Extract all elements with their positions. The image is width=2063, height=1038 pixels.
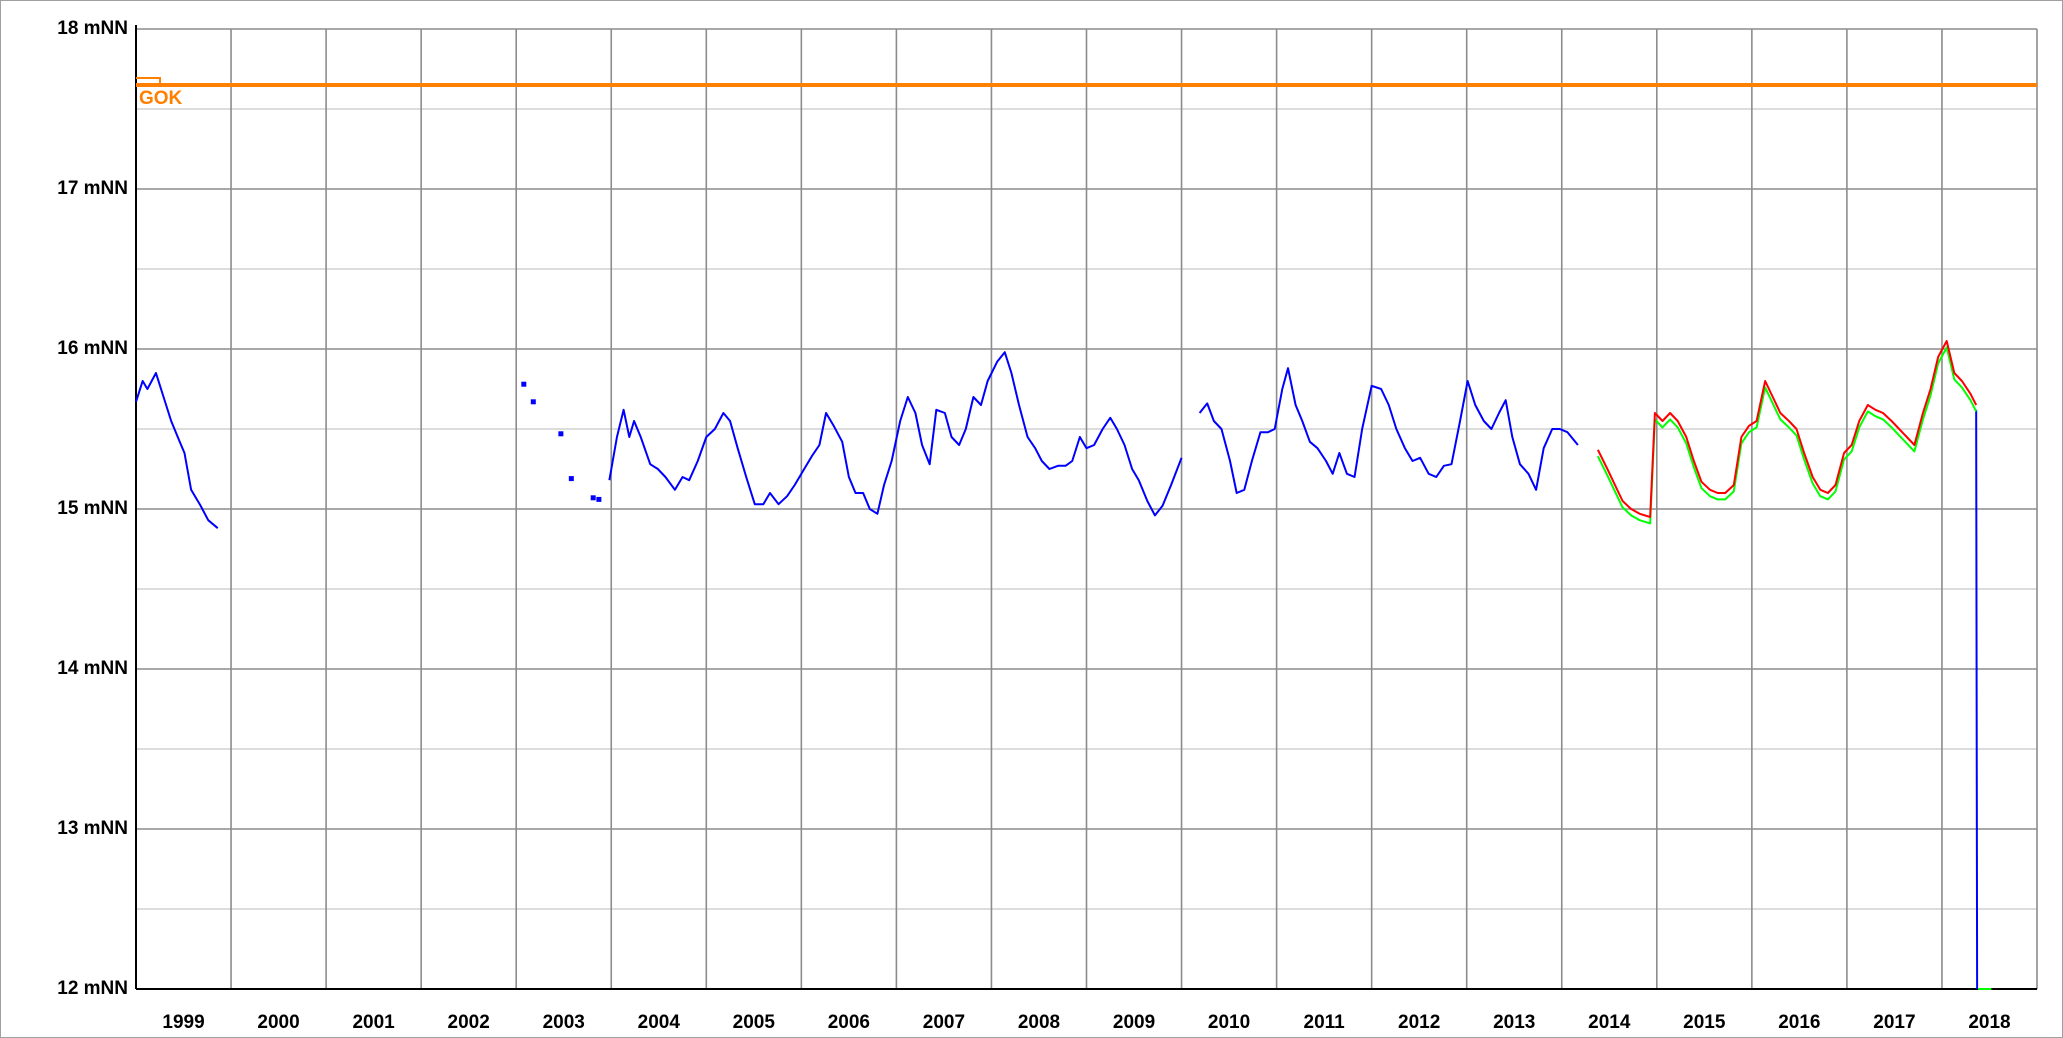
x-tick-label: 2002 [448,1012,490,1033]
x-tick-label: 2014 [1588,1012,1631,1033]
x-tick-label: 2012 [1398,1012,1440,1033]
x-tick-label: 2007 [923,1012,965,1033]
y-tick-label: 14 mNN [57,658,128,679]
y-tick-label: 13 mNN [57,818,128,839]
reference-bracket [136,77,161,85]
x-tick-label: 2010 [1208,1012,1250,1033]
x-tick-label: 1999 [162,1012,204,1033]
x-tick-label: 2018 [1968,1012,2010,1033]
point [568,476,574,482]
x-tick-label: 2006 [828,1012,870,1033]
y-tick-label: 16 mNN [57,338,128,359]
x-tick-label: 2005 [733,1012,776,1033]
x-tick-label: 2000 [257,1012,299,1033]
x-tick-label: 2017 [1873,1012,1915,1033]
y-tick-label: 17 mNN [57,178,128,199]
point [530,399,536,405]
point [558,431,564,437]
y-tick-label: 15 mNN [57,498,128,519]
x-tick-label: 2004 [638,1012,681,1033]
data-line [1596,340,1978,518]
point [590,495,596,501]
point [596,496,602,502]
x-tick-label: 2001 [352,1012,395,1033]
x-tick-label: 2008 [1018,1012,1060,1033]
x-tick-label: 2016 [1778,1012,1820,1033]
data-line [135,351,1979,990]
y-tick-label: 18 mNN [57,18,128,39]
x-tick-label: 2009 [1113,1012,1155,1033]
x-tick-label: 2013 [1493,1012,1535,1033]
x-tick-label: 2015 [1683,1012,1726,1033]
reference-label: GOK [139,88,183,109]
x-tick-label: 2003 [543,1012,585,1033]
y-tick-label: 12 mNN [57,978,128,999]
point [521,381,527,387]
x-tick-label: 2011 [1304,1012,1346,1033]
data-line [1596,346,1992,990]
